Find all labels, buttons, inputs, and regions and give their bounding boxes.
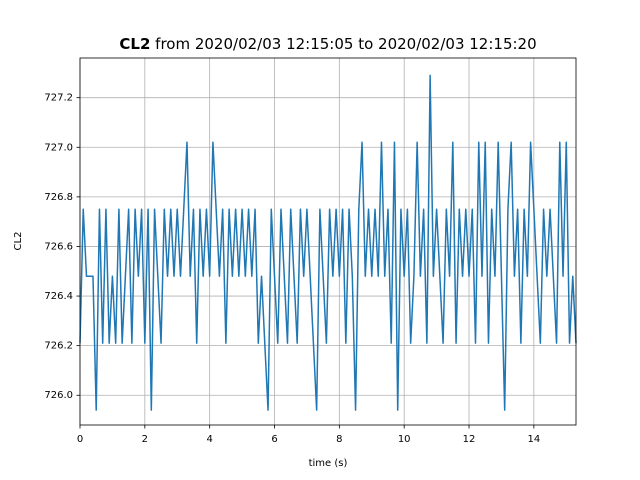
x-tick-label: 12	[463, 434, 476, 445]
x-tick-label: 14	[527, 434, 540, 445]
x-tick-label: 0	[77, 434, 83, 445]
x-axis-label: time (s)	[309, 458, 348, 469]
y-tick-label: 726.0	[44, 390, 73, 401]
chart-title: CL2 from 2020/02/03 12:15:05 to 2020/02/…	[119, 35, 536, 53]
axes-frame	[79, 57, 577, 426]
y-tick-label: 726.2	[44, 341, 73, 352]
x-tick-label: 2	[142, 434, 148, 445]
y-tick-label: 726.6	[44, 241, 73, 252]
data-line	[79, 74, 577, 411]
x-tick-label: 10	[398, 434, 411, 445]
y-tick-label: 727.0	[44, 142, 73, 153]
y-axis-label: CL2	[13, 232, 24, 251]
y-tick-label: 727.2	[44, 93, 73, 104]
title-text: from 2020/02/03 12:15:05 to 2020/02/03 1…	[155, 35, 536, 53]
y-tick-label: 726.8	[44, 192, 73, 203]
x-tick-label: 6	[271, 434, 277, 445]
x-tick-label: 4	[206, 434, 212, 445]
x-tick-label: 8	[336, 434, 342, 445]
title-bold: CL2	[119, 35, 150, 53]
y-tick-label: 726.4	[44, 291, 73, 302]
